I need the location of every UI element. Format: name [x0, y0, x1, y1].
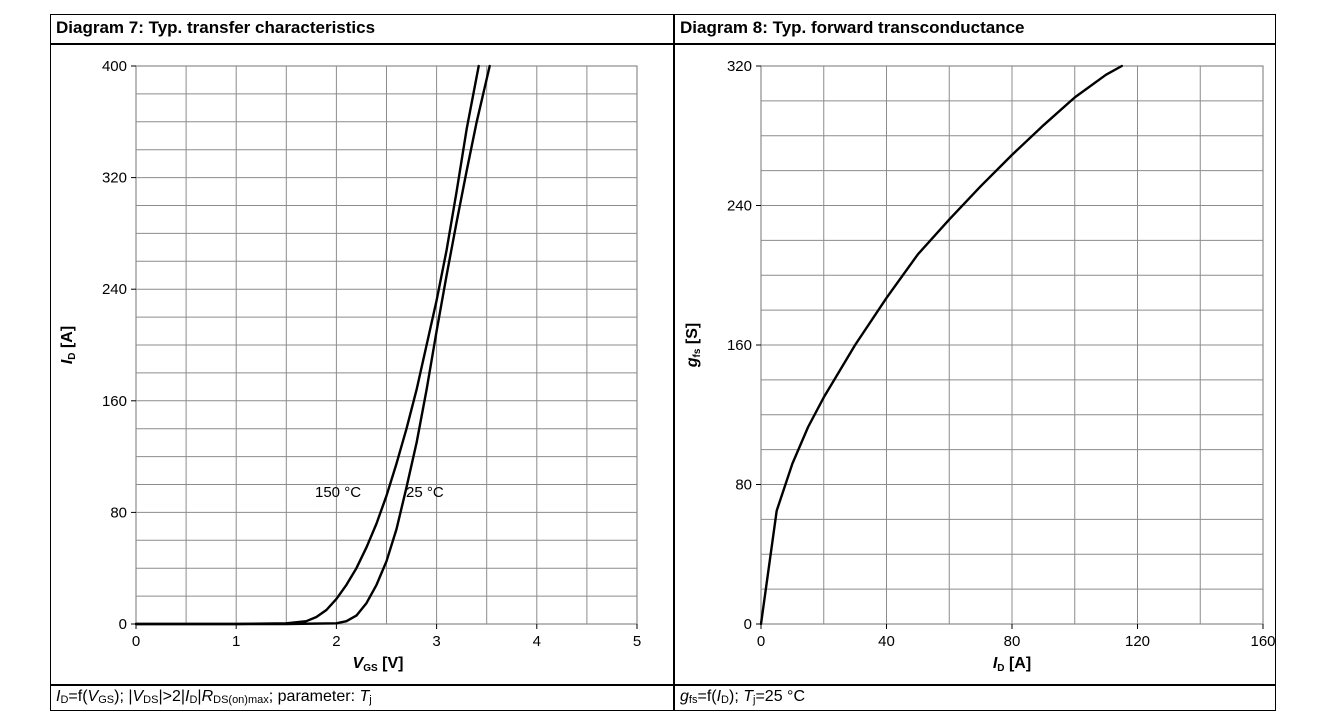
diagram-7-ytick-label: 160: [102, 393, 127, 410]
diagram-8-title: Diagram 8: Typ. forward transconductance: [680, 18, 1025, 37]
diagram-7-ytick-label: 240: [102, 281, 127, 298]
diagram-7-ytick-label: 0: [119, 616, 127, 633]
diagram-8-ylabel: gfs [S]: [684, 323, 703, 368]
diagram-7-series-0-line: [134, 64, 480, 626]
panel-divider: [673, 14, 675, 711]
diagram-7-xtick-label: 3: [432, 633, 440, 650]
diagram-7-ytick-label: 80: [110, 504, 127, 521]
caption-divider: [50, 684, 1276, 686]
diagram-7-xtick-label: 0: [132, 633, 140, 650]
diagram-8-chart: 0 40 80 120 160 0 80 160 240 320 ID [A] gfs [S]: [684, 58, 1276, 674]
diagram-8-ytick-label: 240: [727, 198, 752, 215]
diagram-7-plot-area: [135, 65, 638, 625]
diagram-8-xtick-label: 80: [1004, 633, 1021, 650]
diagram-7-xlabel: VGS [V]: [353, 655, 404, 674]
diagram-7-ytick-label: 320: [102, 170, 127, 187]
diagram-8-series-0-line: [759, 64, 1124, 626]
diagram-8-ytick-label: 320: [727, 58, 752, 75]
diagram-7-ytick-label: 400: [102, 58, 127, 75]
diagram-8-ytick-label: 0: [744, 616, 752, 633]
diagram-7-xtick-label: 4: [533, 633, 541, 650]
diagram-7-curve-label: 25 °C: [406, 484, 444, 501]
diagram-8-xtick-label: 40: [878, 633, 895, 650]
diagram-8-caption: gfs=f(ID); Tj=25 °C: [680, 688, 805, 706]
diagram-7-xtick-label: 1: [232, 633, 240, 650]
title-divider: [50, 43, 1276, 45]
diagram-8-ytick-label: 160: [727, 337, 752, 354]
diagram-8-ytick-label: 80: [735, 477, 752, 494]
diagram-7-caption: ID=f(VGS); |VDS|>2|ID|RDS(on)max; parame…: [56, 688, 372, 706]
diagram-7-chart: 0 1 2 3 4 5 0 80 160 240 320 400 VGS [V] ID [A] 150 °C…: [59, 58, 641, 674]
diagram-8-xtick-label: 120: [1125, 633, 1150, 650]
diagram-7-curve-label: 150 °C: [315, 484, 361, 501]
diagram-8-xtick-label: 0: [757, 633, 765, 650]
diagram-8-xlabel: ID [A]: [993, 655, 1031, 674]
diagram-7-xtick-label: 5: [633, 633, 641, 650]
diagram-7-series-1-line: [134, 64, 491, 626]
diagram-7-ylabel: ID [A]: [59, 326, 78, 364]
diagram-8-xtick-label: 160: [1250, 633, 1275, 650]
diagram-7-xtick-label: 2: [332, 633, 340, 650]
diagram-7-title: Diagram 7: Typ. transfer characteristics: [56, 18, 376, 37]
datasheet-frame: [50, 14, 1276, 711]
